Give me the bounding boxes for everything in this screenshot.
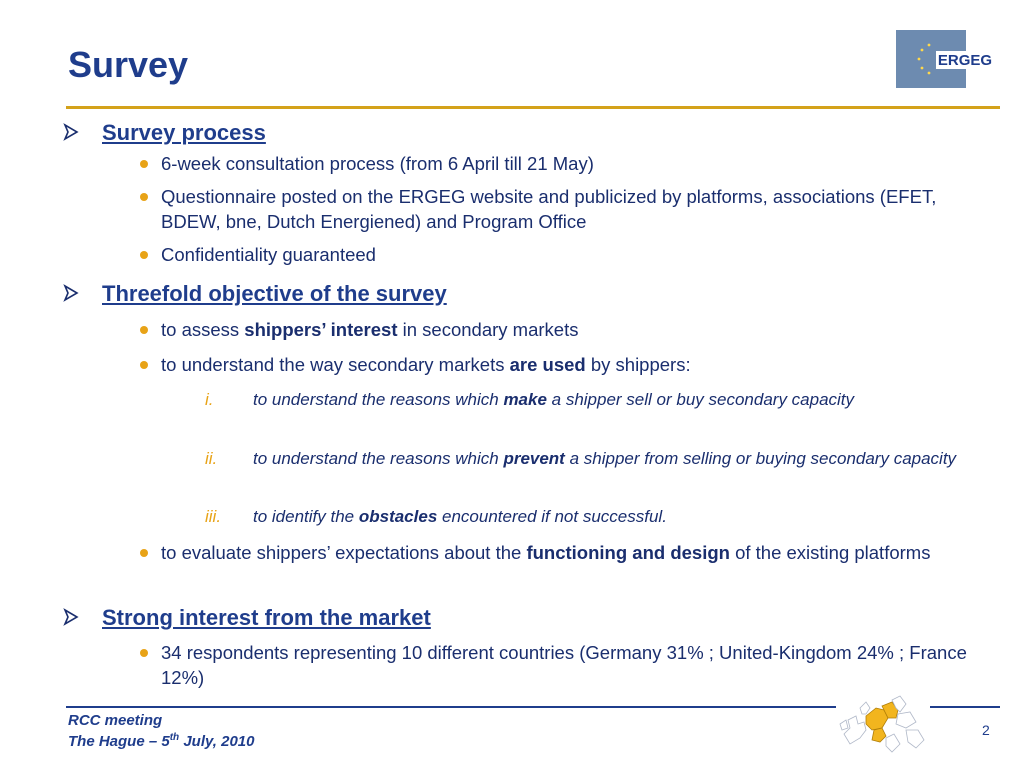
bullet-dot-icon: [140, 193, 148, 201]
roman-item: ii. to understand the reasons which prev…: [205, 446, 972, 472]
roman-item: iii. to identify the obstacles encounter…: [205, 504, 972, 530]
europe-map-icon: [836, 694, 930, 756]
arrow-bullet-icon: [63, 608, 79, 626]
roman-numeral: ii.: [205, 449, 218, 468]
section-title: Threefold objective of the survey: [102, 281, 447, 306]
section-title: Strong interest from the market: [102, 605, 431, 630]
list-item: to understand the way secondary markets …: [140, 352, 972, 377]
bullet-text: 34 respondents representing 10 different…: [161, 642, 967, 688]
list-item: to assess shippers’ interest in secondar…: [140, 317, 972, 342]
roman-numeral: iii.: [205, 507, 222, 526]
bullet-text: to assess shippers’ interest in secondar…: [161, 319, 579, 340]
page-number: 2: [982, 722, 990, 738]
title-divider: [66, 106, 1000, 109]
bullet-dot-icon: [140, 549, 148, 557]
bullet-text: Confidentiality guaranteed: [161, 244, 376, 265]
roman-text: to understand the reasons which prevent …: [253, 449, 957, 468]
bullet-text: to evaluate shippers’ expectations about…: [161, 542, 931, 563]
bullet-dot-icon: [140, 326, 148, 334]
bullet-dot-icon: [140, 160, 148, 168]
bullet-text: to understand the way secondary markets …: [161, 354, 691, 375]
bullet-text: Questionnaire posted on the ERGEG websit…: [161, 186, 937, 232]
bullet-text: 6-week consultation process (from 6 Apri…: [161, 153, 594, 174]
section-title: Survey process: [102, 120, 266, 145]
svg-text:ERGEG: ERGEG: [938, 52, 992, 69]
roman-numeral: i.: [205, 390, 214, 409]
list-item: 6-week consultation process (from 6 Apri…: [140, 151, 972, 176]
bullet-dot-icon: [140, 361, 148, 369]
footer-place-date: The Hague – 5th July, 2010: [68, 732, 255, 750]
footer-divider-right: [930, 706, 1000, 708]
roman-item: i. to understand the reasons which make …: [205, 387, 972, 413]
list-item: to evaluate shippers’ expectations about…: [140, 540, 972, 566]
roman-text: to identify the obstacles encountered if…: [253, 507, 667, 526]
arrow-bullet-icon: [63, 284, 79, 302]
bullet-dot-icon: [140, 251, 148, 259]
arrow-bullet-icon: [63, 123, 79, 141]
list-item: Confidentiality guaranteed: [140, 242, 972, 267]
logo-icon: ERGEG: [917, 43, 994, 75]
list-item: 34 respondents representing 10 different…: [140, 640, 972, 690]
roman-text: to understand the reasons which make a s…: [253, 390, 855, 409]
footer-meeting: RCC meeting: [68, 712, 163, 729]
list-item: Questionnaire posted on the ERGEG websit…: [140, 184, 972, 234]
slide-title: Survey: [68, 44, 189, 85]
footer-divider-left: [66, 706, 838, 708]
bullet-dot-icon: [140, 649, 148, 657]
